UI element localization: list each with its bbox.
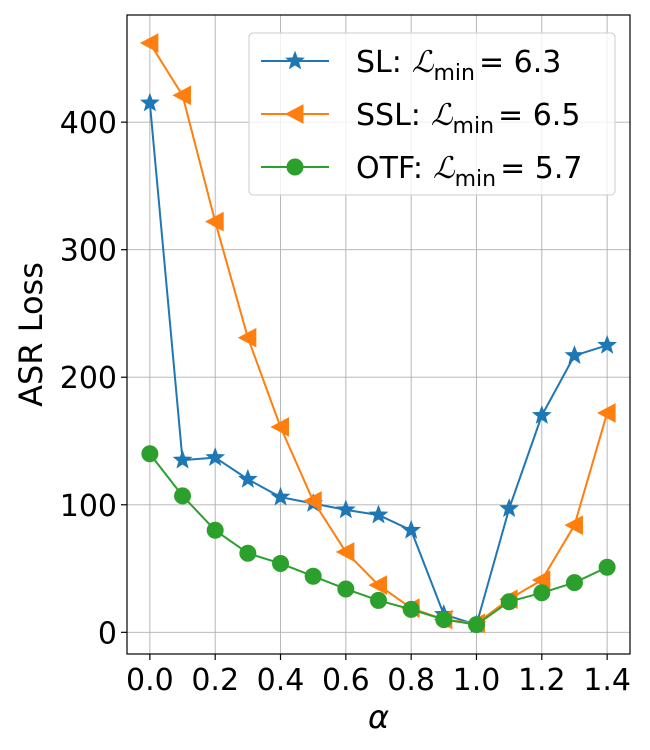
data-point-ssl (564, 515, 583, 536)
legend-subscript: min (433, 61, 475, 86)
x-tick-label: 0.4 (257, 663, 305, 698)
legend-value: = 5.7 (500, 151, 582, 186)
data-point-otf (304, 567, 322, 585)
data-point-otf (239, 544, 257, 562)
legend-entry-sl: SL: ℒmin = 6.3 (261, 45, 561, 86)
series-ssl (139, 33, 616, 634)
y-tick-label: 400 (60, 106, 117, 141)
data-point-ssl (270, 417, 290, 437)
data-point-otf (174, 487, 192, 505)
data-point-ssl (335, 542, 355, 562)
data-point-sl (335, 499, 356, 519)
data-point-sl (172, 449, 193, 469)
data-point-otf (500, 593, 518, 611)
x-tick-label: 0.8 (387, 663, 435, 698)
legend-loss-symbol: ℒ (431, 98, 454, 133)
legend-prefix: OTF: (356, 151, 423, 186)
data-point-ssl (237, 327, 257, 348)
data-point-ssl (139, 33, 159, 53)
y-tick-label: 0 (98, 616, 117, 651)
y-tick-label: 200 (60, 361, 117, 396)
data-point-ssl (205, 211, 224, 232)
data-point-otf (370, 591, 387, 609)
data-point-otf (598, 558, 616, 576)
legend-marker (285, 50, 305, 70)
data-point-sl (564, 345, 585, 364)
series-otf (141, 445, 616, 634)
data-point-otf (565, 574, 583, 592)
data-point-otf (141, 445, 159, 463)
data-point-sl (499, 498, 520, 518)
data-point-sl (205, 447, 226, 467)
data-point-otf (402, 600, 420, 618)
legend-loss-symbol: ℒ (412, 45, 435, 80)
y-tick-label: 100 (60, 489, 117, 524)
legend-entry-otf: OTF: ℒmin = 5.7 (261, 151, 582, 192)
series-layer (139, 33, 618, 634)
data-point-sl (368, 504, 389, 524)
data-point-sl (139, 92, 160, 112)
legend-label: SSL: ℒmin = 6.5 (356, 98, 580, 139)
legend-value: = 6.5 (498, 98, 580, 133)
legend-prefix: SSL: (356, 98, 421, 133)
data-point-ssl (597, 403, 616, 423)
data-point-otf (435, 611, 453, 629)
legend-value: = 6.3 (479, 45, 561, 80)
data-point-sl (237, 468, 258, 488)
data-point-sl (531, 405, 552, 424)
data-point-otf (337, 580, 355, 598)
x-tick-label: 0.6 (322, 663, 370, 698)
legend-label: OTF: ℒmin = 5.7 (356, 151, 582, 192)
legend-label: SL: ℒmin = 6.3 (356, 45, 561, 86)
x-tick-label: 0.0 (126, 663, 174, 698)
data-point-ssl (303, 491, 322, 511)
legend-subscript: min (455, 167, 497, 192)
x-axis-label: α (368, 698, 389, 736)
legend-loss-symbol: ℒ (433, 151, 456, 186)
legend-prefix: SL: (356, 45, 402, 80)
data-point-otf (533, 584, 551, 602)
data-point-otf (206, 521, 224, 539)
legend-marker (284, 104, 304, 124)
data-point-sl (597, 334, 618, 354)
x-tick-label: 1.2 (518, 663, 566, 698)
legend-box (248, 32, 616, 196)
x-tick-label: 1.4 (583, 663, 631, 698)
data-point-ssl (172, 85, 192, 106)
x-tick-label: 1.0 (453, 663, 501, 698)
data-point-sl (270, 486, 291, 506)
legend-subscript: min (453, 114, 495, 139)
data-point-ssl (368, 575, 387, 595)
y-axis-label: ASR Loss (12, 262, 50, 407)
legend-entry-ssl: SSL: ℒmin = 6.5 (261, 98, 580, 139)
x-tick-label: 0.2 (191, 663, 239, 698)
axis-ticks: 0.0 0.2 0.4 0.6 0.8 1.0 1.2 1.4 0 100 200 300 400 (60, 106, 631, 698)
data-point-sl (401, 519, 422, 539)
y-tick-label: 300 (60, 234, 117, 269)
data-point-otf (272, 554, 290, 572)
plot-frame (126, 14, 631, 655)
legend-marker (286, 158, 304, 176)
data-point-otf (467, 616, 485, 634)
